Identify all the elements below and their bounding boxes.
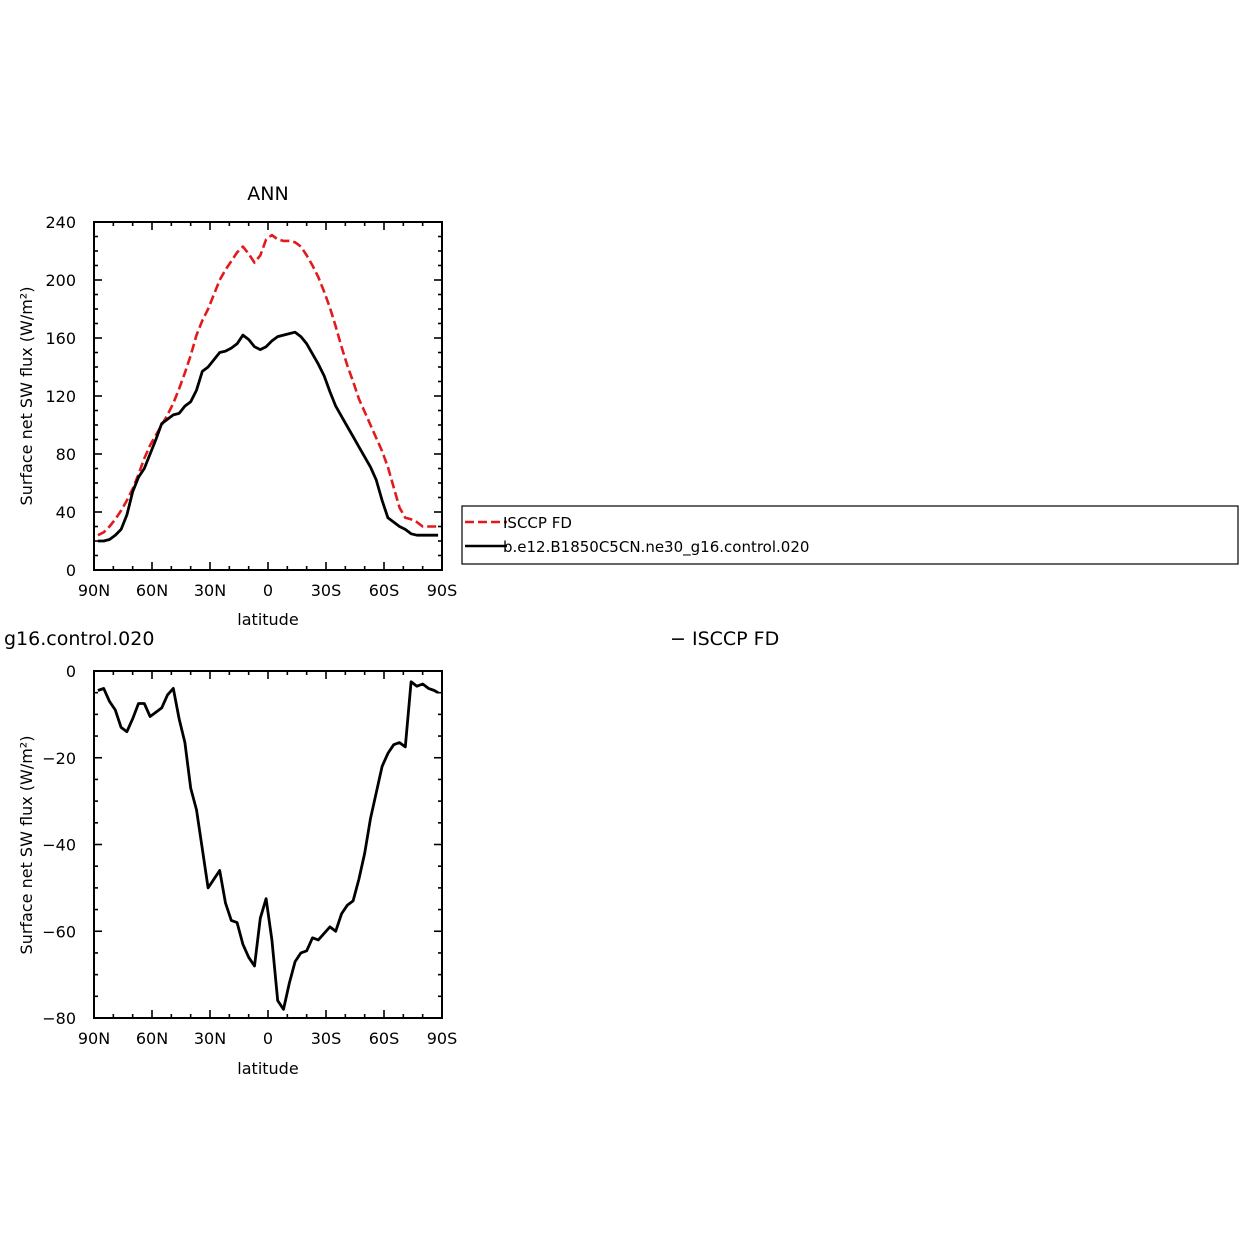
bottom-y-tick-label: −20 bbox=[42, 749, 76, 768]
bottom-series-line-1 bbox=[97, 680, 439, 1011]
top-x-tick-label: 0 bbox=[263, 581, 273, 600]
legend: ISCCP FD b.e12.B1850C5CN.ne30_g16.contro… bbox=[461, 505, 1239, 565]
bottom-y-axis-label: Surface net SW flux (W/m²) bbox=[17, 736, 36, 955]
bottom-y-tick-label: 0 bbox=[66, 662, 76, 681]
bottom-x-tick-label: 60N bbox=[136, 1029, 168, 1048]
top-panel: ANN 90N 60N 30N 0 30S 60S 90S 0 40 80 120 160 200 240… bbox=[17, 183, 457, 629]
top-y-tick-label: 0 bbox=[66, 561, 76, 580]
top-y-tick-label: 40 bbox=[56, 503, 76, 522]
top-x-tick-label: 90N bbox=[78, 581, 110, 600]
bottom-y-axis-label-text: Surface net SW flux (W/m²) bbox=[17, 736, 36, 955]
legend-box bbox=[461, 505, 1239, 565]
top-y-tick-label: 120 bbox=[45, 387, 76, 406]
top-y-tick-label: 160 bbox=[45, 329, 76, 348]
top-x-tick-label: 90S bbox=[427, 581, 458, 600]
bottom-x-tick-label: 60S bbox=[369, 1029, 400, 1048]
top-y-axis-label-text: Surface net SW flux (W/m²) bbox=[17, 287, 36, 506]
top-plot-area: 90N 60N 30N 0 30S 60S 90S 0 40 80 120 160 200 240 bbox=[45, 213, 457, 600]
bottom-x-axis-label: latitude bbox=[237, 1059, 298, 1078]
bottom-x-tick-label: 90S bbox=[427, 1029, 458, 1048]
top-x-tick-label: 60S bbox=[369, 581, 400, 600]
top-y-tick-label: 80 bbox=[56, 445, 76, 464]
top-x-tick-label: 30N bbox=[194, 581, 226, 600]
top-x-tick-label: 30S bbox=[311, 581, 342, 600]
bottom-plot-area: 90N 60N 30N 0 30S 60S 90S 0 −20 −40 −60 −80 bbox=[42, 662, 457, 1048]
bottom-y-tick-label: −80 bbox=[42, 1009, 76, 1028]
bottom-plot-frame bbox=[93, 670, 443, 1019]
top-x-tick-label: 60N bbox=[136, 581, 168, 600]
bottom-panel: g16.control.020 − ISCCP FD 90N 60N 30N 0 30S… bbox=[4, 628, 779, 1078]
top-y-tick-label: 240 bbox=[45, 213, 76, 232]
top-x-axis-label: latitude bbox=[237, 610, 298, 629]
bottom-chart-title-right: − ISCCP FD bbox=[670, 628, 779, 650]
bottom-y-tick-label: −40 bbox=[42, 836, 76, 855]
bottom-chart-title-left: g16.control.020 bbox=[4, 628, 154, 650]
bottom-x-tick-label: 30S bbox=[311, 1029, 342, 1048]
top-series-line-1 bbox=[97, 233, 439, 537]
bottom-x-tick-label: 0 bbox=[263, 1029, 273, 1048]
bottom-x-tick-label: 90N bbox=[78, 1029, 110, 1048]
top-series-line-2 bbox=[97, 330, 439, 543]
top-chart-title: ANN bbox=[247, 183, 288, 205]
top-y-axis-label: Surface net SW flux (W/m²) bbox=[17, 287, 36, 506]
top-y-tick-label: 200 bbox=[45, 271, 76, 290]
legend-label-model: b.e12.B1850C5CN.ne30_g16.control.020 bbox=[503, 538, 809, 557]
bottom-x-tick-label: 30N bbox=[194, 1029, 226, 1048]
legend-label-isccp: ISCCP FD bbox=[503, 514, 572, 532]
bottom-y-tick-label: −60 bbox=[42, 922, 76, 941]
